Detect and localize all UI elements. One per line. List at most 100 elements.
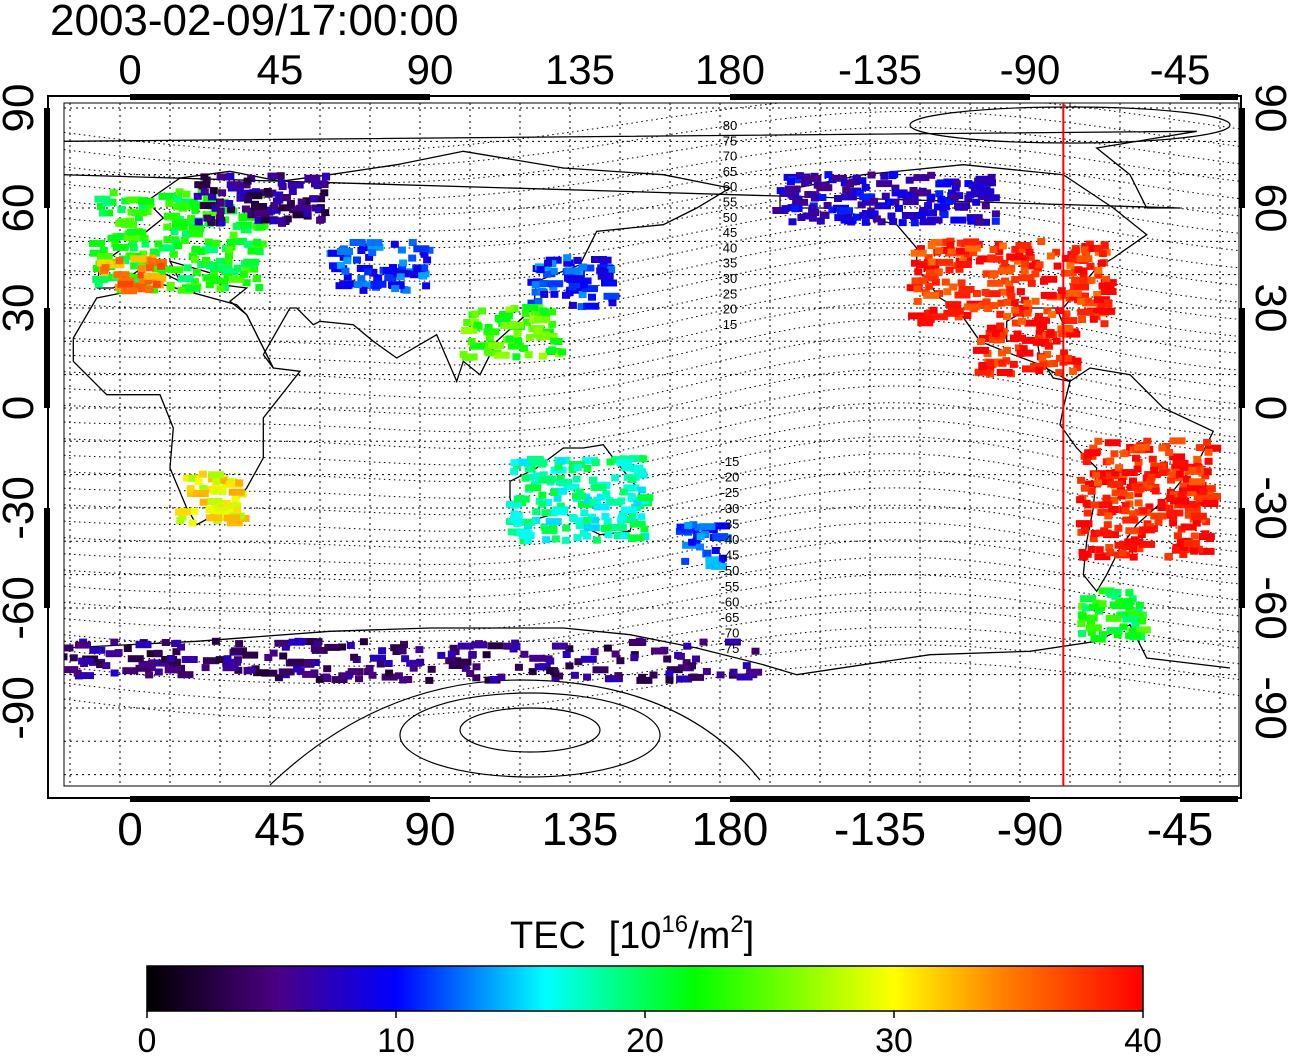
tec-cell	[94, 195, 111, 203]
tec-cell	[223, 655, 232, 663]
tec-cell	[603, 518, 612, 525]
tec-cell	[614, 672, 623, 680]
lon-tick-top: 135	[545, 46, 615, 93]
tec-cell	[1134, 458, 1143, 466]
tec-cell	[834, 195, 842, 202]
tec-cell	[516, 458, 533, 466]
tec-cell	[1071, 277, 1080, 284]
tec-cell	[311, 646, 328, 654]
tec-cell	[123, 645, 132, 652]
tec-cell	[292, 211, 309, 219]
tec-cell	[548, 320, 557, 328]
tec-cell	[211, 637, 220, 645]
tec-cell	[359, 286, 368, 294]
contour-label: -75	[721, 641, 740, 656]
tec-cell	[1077, 620, 1086, 628]
contour-line	[64, 644, 1239, 702]
tec-cell	[665, 670, 674, 678]
tec-cell	[390, 644, 407, 652]
tec-cell	[253, 238, 262, 246]
tec-cell	[915, 189, 932, 197]
tec-cell	[603, 292, 620, 300]
tec-cell	[513, 329, 522, 337]
tec-cell	[449, 644, 458, 652]
tec-cell	[523, 537, 532, 544]
tec-cell	[604, 531, 613, 539]
tec-cell	[338, 672, 347, 680]
tec-cell	[1139, 507, 1148, 515]
tec-cell	[588, 476, 597, 484]
tec-cell	[199, 202, 216, 210]
contour-label: -50	[721, 563, 740, 578]
tec-cell	[947, 247, 956, 255]
tec-cell	[816, 217, 825, 225]
tec-cell	[1031, 297, 1040, 305]
tec-cell	[688, 538, 697, 546]
lon-tick-top: -90	[1000, 46, 1061, 93]
tec-cell	[930, 239, 947, 247]
tec-cell	[423, 256, 432, 264]
tec-cell	[105, 650, 122, 658]
tec-cell	[121, 197, 130, 205]
tec-cell	[157, 262, 166, 270]
tec-cell	[1099, 307, 1116, 315]
tec-cell	[1065, 289, 1082, 297]
tec-cell	[616, 657, 625, 665]
tec-cell	[583, 277, 592, 285]
tec-cell	[603, 644, 612, 652]
contour-label: 15	[723, 317, 737, 332]
tec-cell	[192, 268, 201, 276]
tec-cell	[692, 537, 701, 545]
tec-cell	[808, 204, 817, 212]
tec-cell	[1018, 317, 1026, 325]
tec-cell	[597, 272, 614, 280]
tec-cell	[1102, 275, 1111, 283]
tec-cell	[1069, 367, 1078, 375]
tec-cell	[216, 173, 233, 181]
tec-cell	[246, 192, 263, 200]
tec-cell	[165, 200, 174, 207]
tec-cell	[260, 216, 277, 224]
south-pole-contour	[269, 679, 761, 786]
tec-cell	[1122, 615, 1139, 623]
tec-cell	[1090, 501, 1099, 509]
lon-tick-top: -45	[1150, 46, 1211, 93]
tec-cell	[170, 228, 179, 236]
tec-cell	[922, 274, 939, 282]
tec-cell	[619, 455, 628, 463]
tec-cell	[250, 265, 258, 273]
tec-cell	[1023, 309, 1032, 317]
tec-cell	[606, 458, 615, 466]
tec-cell	[677, 664, 694, 672]
tec-cell	[941, 278, 950, 286]
contour-label: -20	[721, 470, 740, 485]
tec-cell	[225, 251, 233, 259]
tec-cell	[108, 261, 125, 269]
tec-cell	[842, 186, 851, 194]
tec-cell	[1173, 497, 1190, 505]
tec-cell	[1066, 261, 1075, 269]
tec-cell	[288, 638, 305, 646]
tec-cell	[1057, 287, 1066, 295]
tec-cell	[1052, 248, 1061, 256]
tec-cell	[608, 299, 617, 307]
contour-label: -60	[721, 594, 740, 609]
tec-cell	[869, 197, 878, 205]
contour-line	[64, 335, 1239, 399]
tec-cell	[1103, 521, 1112, 529]
tec-cell	[137, 271, 146, 279]
tec-cell	[194, 181, 211, 189]
tec-cell	[210, 487, 227, 495]
tec-cell	[923, 291, 940, 299]
contour-label: 40	[723, 240, 737, 255]
tec-cell	[274, 639, 291, 647]
tec-cell	[217, 219, 226, 227]
tec-cell	[881, 192, 890, 200]
tec-cell	[240, 226, 249, 234]
tec-cell	[692, 655, 700, 663]
tec-cell	[1098, 631, 1107, 639]
tec-cell	[946, 241, 955, 249]
lon-tick-top: 90	[407, 46, 454, 93]
tec-cell	[749, 671, 758, 679]
tec-cell	[112, 234, 121, 242]
